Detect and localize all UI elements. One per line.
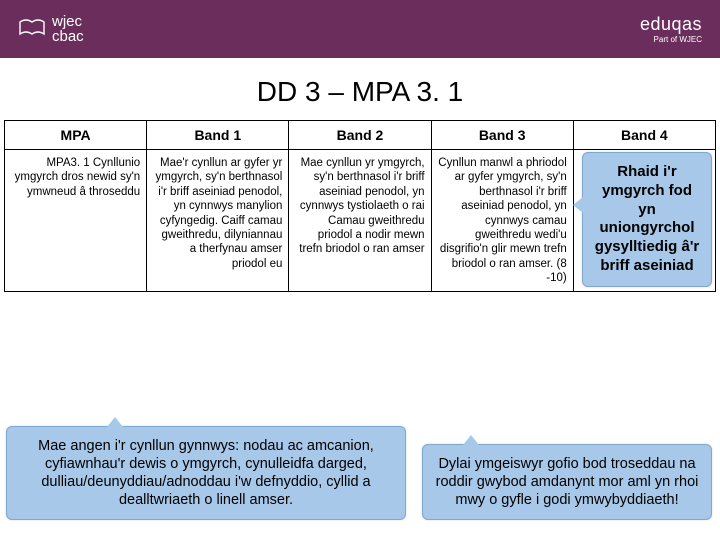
logo-right-main: eduqas bbox=[640, 14, 702, 35]
col-band1: Band 1 bbox=[147, 121, 289, 150]
logo-wjec-cbac: wjec cbac bbox=[18, 14, 84, 44]
logo-left-line2: cbac bbox=[52, 29, 84, 44]
callout-reminder: Dylai ymgeiswyr gofio bod troseddau na r… bbox=[422, 444, 712, 520]
callout-arrow-icon bbox=[573, 197, 583, 213]
callout-arrow-icon bbox=[107, 417, 123, 427]
logo-left-line1: wjec bbox=[52, 14, 84, 29]
logo-left-text: wjec cbac bbox=[52, 14, 84, 44]
cell-band1: Mae'r cynllun ar gyfer yr ymgyrch, sy'n … bbox=[147, 150, 289, 292]
col-band2: Band 2 bbox=[289, 121, 431, 150]
cell-band3: Cynllun manwl a phriodol ar gyfer ymgyrc… bbox=[431, 150, 573, 292]
cell-mpa-label: MPA3. 1 Cynllunio ymgyrch dros newid sy'… bbox=[5, 150, 147, 292]
col-band3: Band 3 bbox=[431, 121, 573, 150]
cell-band2: Mae cynllun yr ymgyrch, sy'n berthnasol … bbox=[289, 150, 431, 292]
callout-plan-contents: Mae angen i'r cynllun gynnwys: nodau ac … bbox=[6, 426, 406, 521]
col-mpa: MPA bbox=[5, 121, 147, 150]
callout-plan-text: Mae angen i'r cynllun gynnwys: nodau ac … bbox=[38, 438, 374, 508]
callout-requirement: Rhaid i'r ymgyrch fod yn uniongyrchol gy… bbox=[582, 152, 712, 287]
logo-right-sub: Part of WJEC bbox=[640, 35, 702, 44]
callout-arrow-icon bbox=[463, 435, 479, 445]
book-icon bbox=[18, 16, 46, 43]
logo-eduqas: eduqas Part of WJEC bbox=[640, 14, 702, 44]
page-header: wjec cbac eduqas Part of WJEC bbox=[0, 0, 720, 58]
page-title: DD 3 – MPA 3. 1 bbox=[0, 76, 720, 108]
callout-requirement-text: Rhaid i'r ymgyrch fod yn uniongyrchol gy… bbox=[595, 163, 699, 274]
callout-reminder-text: Dylai ymgeiswyr gofio bod troseddau na r… bbox=[436, 456, 699, 508]
col-band4: Band 4 bbox=[573, 121, 715, 150]
